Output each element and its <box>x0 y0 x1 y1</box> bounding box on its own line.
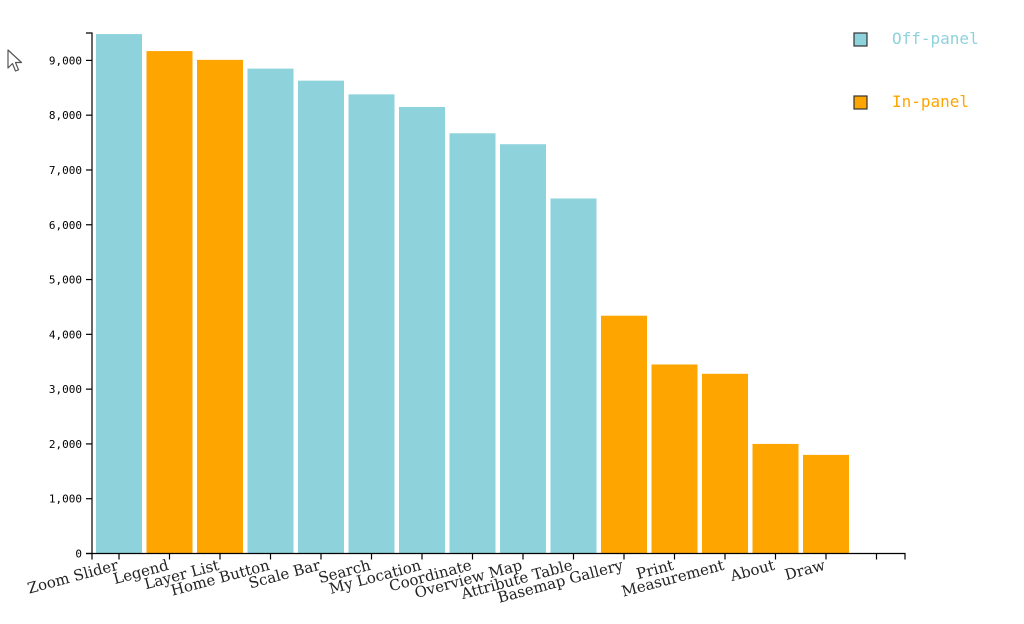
bar-search <box>348 94 395 554</box>
bar-legend <box>146 51 193 554</box>
y-tick-label: 3,000 <box>49 383 82 396</box>
bar-scale-bar <box>298 80 344 554</box>
bar-my-location <box>399 106 445 554</box>
bar-layer-list <box>197 59 243 554</box>
y-tick-label: 1,000 <box>49 493 82 506</box>
bar-about <box>752 443 799 554</box>
y-tick-label: 6,000 <box>49 219 82 232</box>
bar-print <box>651 364 698 554</box>
bar-draw <box>803 454 849 554</box>
y-axis-line <box>86 32 93 555</box>
y-tick-label: 4,000 <box>49 328 82 341</box>
x-axis-line <box>91 552 906 560</box>
x-tick-label: Zoom Slider <box>26 556 121 598</box>
y-tick-label: 7,000 <box>49 164 82 177</box>
legend-swatch <box>853 95 868 110</box>
y-tick-label: 9,000 <box>49 54 82 67</box>
y-tick-label: 2,000 <box>49 438 82 451</box>
bar-zoom-slider <box>96 34 142 554</box>
mouse-pointer-icon <box>7 49 23 72</box>
y-tick-label: 8,000 <box>49 109 82 122</box>
legend: Off-panel In-panel <box>853 29 979 111</box>
legend-label: Off-panel <box>892 29 979 48</box>
y-tick-label: 0 <box>75 548 82 561</box>
x-tick-label: About <box>727 556 776 585</box>
bar-attribute-table <box>550 198 597 554</box>
legend-swatch <box>853 32 868 47</box>
bars-group <box>96 34 849 554</box>
bar-basemap-gallery <box>601 315 647 554</box>
bar-coordinate <box>449 133 496 554</box>
y-tick-label: 5,000 <box>49 274 82 287</box>
y-axis: 0 1,000 2,000 3,000 4,000 5,000 6,000 7,000 8,00… <box>49 32 93 561</box>
x-tick-label: Measurement <box>620 556 726 601</box>
x-tick-label: Draw <box>783 556 827 584</box>
legend-label: In-panel <box>892 92 969 111</box>
bar-home-button <box>247 68 294 554</box>
bar-overview-map <box>500 144 546 554</box>
bar-measurement <box>702 373 748 554</box>
